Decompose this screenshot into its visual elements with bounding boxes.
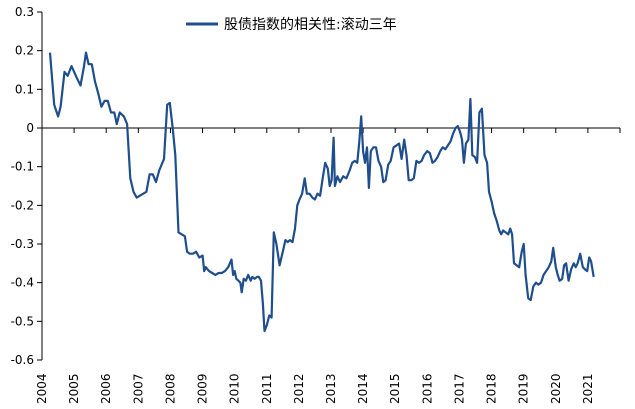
y-tick-label: 0.1 — [15, 82, 34, 96]
y-tick-label: -0.3 — [11, 237, 34, 251]
legend-label: 股债指数的相关性:滚动三年 — [224, 16, 397, 33]
x-tick-label: 2016 — [420, 373, 434, 404]
series-layer — [48, 51, 595, 333]
x-tick-label: 2004 — [35, 373, 49, 404]
y-tick-label: -0.4 — [11, 276, 34, 290]
y-tick-label: 0.2 — [15, 44, 34, 58]
x-tick-label: 2013 — [324, 373, 338, 404]
x-tick-label: 2018 — [485, 373, 499, 404]
legend: 股债指数的相关性:滚动三年 — [186, 16, 397, 33]
x-tick-label: 2008 — [163, 373, 177, 404]
x-tick-label: 2010 — [228, 373, 242, 404]
x-tick-label: 2021 — [581, 373, 595, 404]
series-line — [48, 51, 595, 333]
x-tick-label: 2009 — [196, 373, 210, 404]
y-tick-label: -0.5 — [11, 314, 34, 328]
y-tick-label: 0 — [26, 121, 34, 135]
x-tick-label: 2005 — [67, 373, 81, 404]
x-tick-label: 2019 — [517, 373, 531, 404]
x-tick-label: 2007 — [131, 373, 145, 404]
y-axis: 0.3 0.2 0.1 0 -0.1 -0.2 -0.3 -0.4 -0.5 -0.6 — [11, 5, 43, 367]
y-tick-label: -0.2 — [11, 198, 34, 212]
x-tick-label: 2015 — [388, 373, 402, 404]
y-tick-label: -0.6 — [11, 353, 34, 367]
y-tick-label: 0.3 — [15, 5, 34, 19]
y-tick-label: -0.1 — [11, 160, 34, 174]
x-tick-label: 2012 — [292, 373, 306, 404]
x-tick-label: 2014 — [356, 373, 370, 404]
x-tick-label: 2006 — [99, 373, 113, 404]
x-axis: 2004 2005 2006 2007 2008 2009 2010 2011 2012 2013… — [35, 127, 621, 404]
x-tick-label: 2017 — [452, 373, 466, 404]
x-tick-label: 2020 — [549, 373, 563, 404]
x-tick-label: 2011 — [260, 373, 274, 404]
